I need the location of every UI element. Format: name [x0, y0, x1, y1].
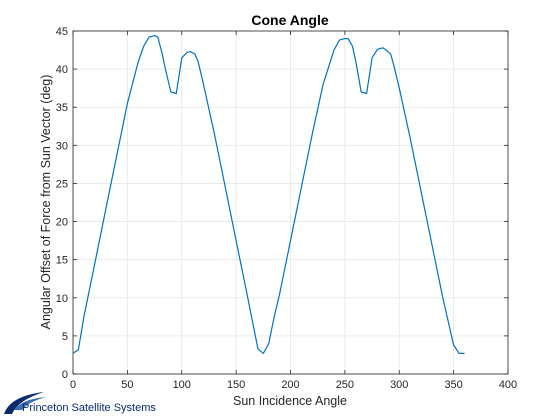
grid-lines	[72, 30, 509, 375]
y-tick-label: 30	[56, 140, 68, 152]
x-axis-label: Sun Incidence Angle	[233, 394, 347, 408]
y-tick-label: 10	[56, 293, 68, 305]
y-tick-label: 15	[56, 255, 68, 267]
axis-ticks: 0 50 100 150 200 250 300 350 400 0 5 10 15 20 25 30 35 40…	[56, 26, 517, 391]
chart-title: Cone Angle	[251, 12, 328, 28]
series-layer	[72, 34, 465, 354]
logo-swoosh-accent-icon	[14, 397, 46, 410]
x-tick-label: 350	[444, 379, 462, 391]
x-tick-label: 0	[70, 379, 76, 391]
x-tick-label: 200	[281, 379, 299, 391]
company-logo: Princeton Satellite Systems	[4, 392, 156, 414]
series-line	[72, 34, 465, 354]
y-tick-label: 20	[56, 217, 68, 229]
x-tick-label: 150	[227, 379, 245, 391]
x-tick-label: 300	[390, 379, 408, 391]
y-tick-label: 40	[56, 64, 68, 76]
y-tick-label: 35	[56, 102, 68, 114]
y-tick-label: 0	[62, 369, 68, 381]
x-tick-label: 250	[336, 379, 354, 391]
x-tick-label: 400	[499, 379, 517, 391]
y-tick-label: 45	[56, 26, 68, 38]
y-tick-label: 25	[56, 178, 68, 190]
x-tick-label: 100	[173, 379, 191, 391]
y-axis-label: Angular Offset of Force from Sun Vector …	[39, 75, 53, 330]
x-tick-label: 50	[121, 379, 133, 391]
company-logo-text: Princeton Satellite Systems	[22, 402, 156, 414]
y-tick-label: 5	[62, 331, 68, 343]
logo-swoosh-icon	[4, 392, 44, 414]
